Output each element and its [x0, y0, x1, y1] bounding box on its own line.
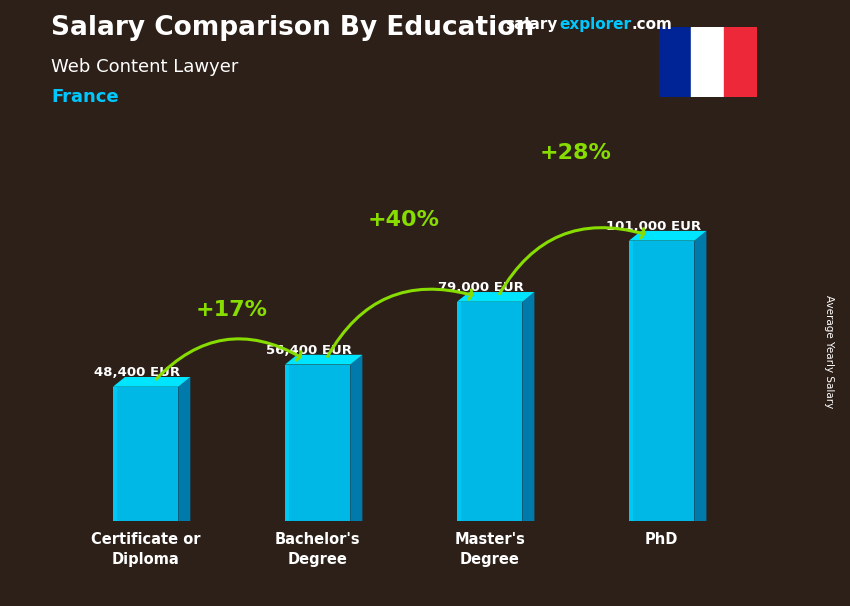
Polygon shape	[285, 364, 289, 521]
Text: 48,400 EUR: 48,400 EUR	[94, 366, 180, 379]
Bar	[691, 27, 724, 97]
Text: explorer: explorer	[559, 17, 632, 32]
Polygon shape	[694, 231, 706, 521]
Polygon shape	[457, 302, 462, 521]
Text: Salary Comparison By Education: Salary Comparison By Education	[51, 15, 534, 41]
Polygon shape	[629, 241, 694, 521]
Text: salary: salary	[506, 17, 558, 32]
Polygon shape	[457, 302, 523, 521]
Polygon shape	[629, 231, 706, 241]
Polygon shape	[178, 377, 190, 521]
Polygon shape	[113, 387, 178, 521]
Text: +28%: +28%	[540, 143, 612, 163]
Polygon shape	[113, 377, 190, 387]
Polygon shape	[113, 387, 117, 521]
Text: +17%: +17%	[196, 301, 268, 321]
Polygon shape	[285, 355, 362, 364]
Text: +40%: +40%	[368, 210, 439, 230]
Text: Average Yearly Salary: Average Yearly Salary	[824, 295, 834, 408]
Polygon shape	[523, 292, 535, 521]
Polygon shape	[629, 241, 633, 521]
Polygon shape	[285, 364, 350, 521]
Text: France: France	[51, 88, 119, 106]
Text: .com: .com	[632, 17, 672, 32]
Bar	[724, 27, 756, 97]
Bar	[659, 27, 691, 97]
Polygon shape	[457, 292, 535, 302]
Text: 79,000 EUR: 79,000 EUR	[438, 281, 524, 294]
Text: 101,000 EUR: 101,000 EUR	[605, 220, 700, 233]
Text: 56,400 EUR: 56,400 EUR	[266, 344, 352, 357]
Polygon shape	[350, 355, 362, 521]
Text: Web Content Lawyer: Web Content Lawyer	[51, 58, 238, 76]
